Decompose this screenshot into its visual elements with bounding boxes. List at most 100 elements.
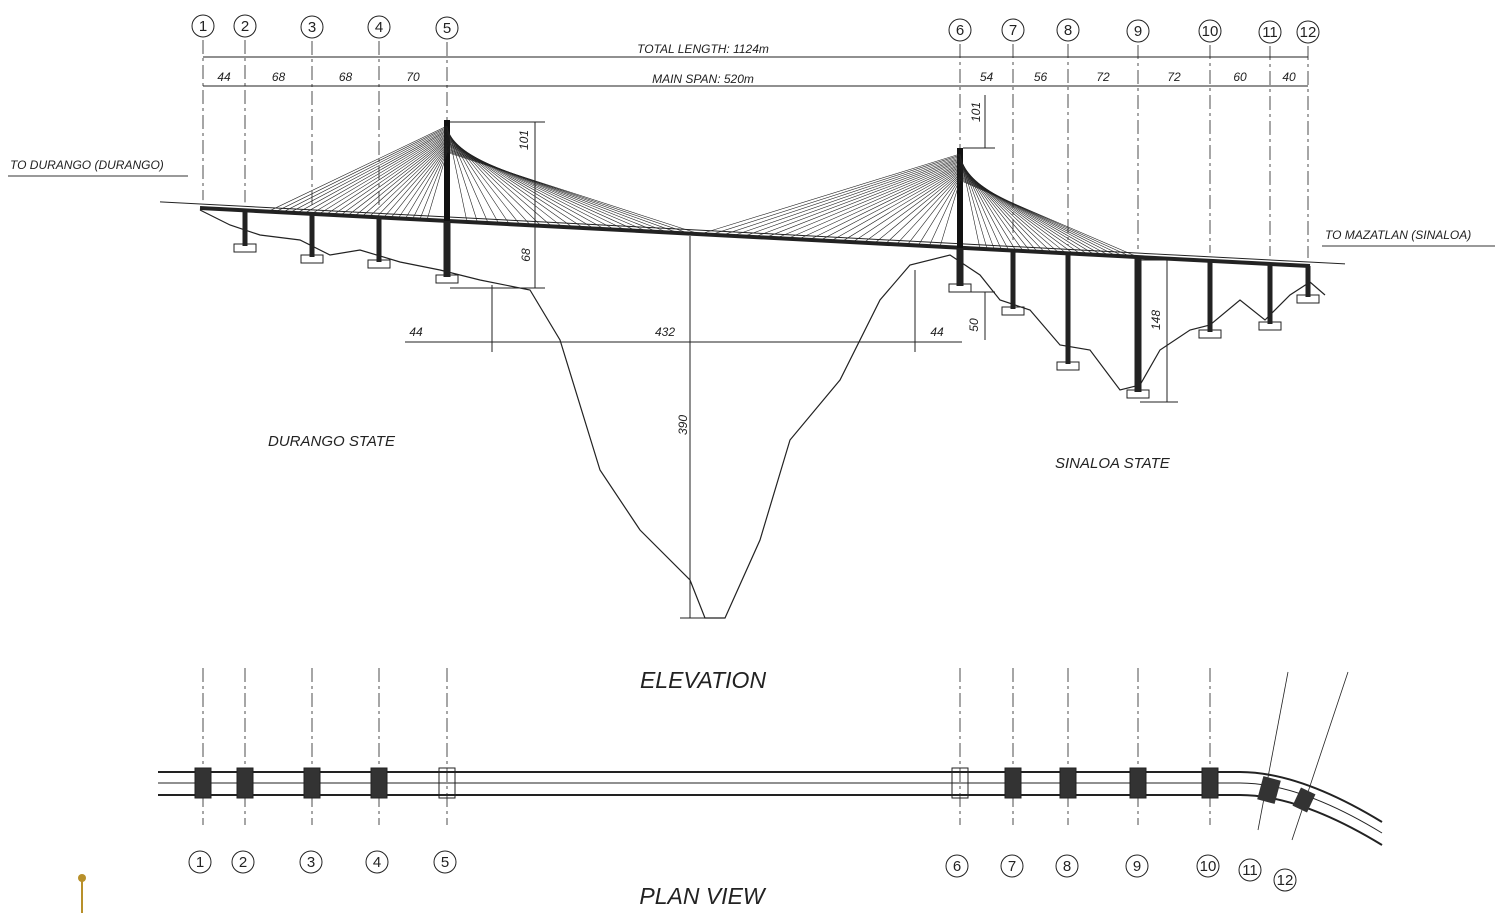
pier-number: 4 xyxy=(373,854,381,871)
pier-circle xyxy=(948,18,972,42)
footing xyxy=(1056,361,1080,371)
pier xyxy=(1134,257,1142,392)
pier xyxy=(1267,263,1273,324)
pier-number: 1 xyxy=(196,854,204,871)
pier-circle xyxy=(188,850,212,874)
span-length: 40 xyxy=(1282,70,1296,84)
cable xyxy=(776,162,961,239)
cable xyxy=(446,144,637,232)
terrain xyxy=(199,209,1326,619)
plan-edge xyxy=(158,794,1383,846)
plan-pier xyxy=(1129,767,1147,799)
pier-circle xyxy=(1273,868,1297,892)
pier-circle xyxy=(1196,854,1220,878)
pier-number: 8 xyxy=(1063,858,1071,875)
plan-pier xyxy=(1004,767,1022,799)
span-length: 44 xyxy=(217,70,231,84)
footing xyxy=(1258,321,1282,331)
span-length: 72 xyxy=(1096,70,1110,84)
pier-circle xyxy=(231,850,255,874)
pier-number: 12 xyxy=(1300,24,1317,41)
cable xyxy=(383,145,448,218)
pier xyxy=(309,213,315,257)
span-length: 56 xyxy=(1034,70,1048,84)
plan-pier xyxy=(951,767,969,799)
to-mazatlan: TO MAZATLAN (SINALOA) xyxy=(1325,228,1471,242)
pier-number: 4 xyxy=(375,19,383,36)
pier-circle xyxy=(299,850,323,874)
cable xyxy=(311,132,448,215)
dim-text: 44 xyxy=(930,325,944,339)
pier-circle xyxy=(1000,854,1024,878)
span-length: 68 xyxy=(272,70,286,84)
cable xyxy=(754,159,961,238)
dim-text: 148 xyxy=(1149,310,1163,330)
cable xyxy=(446,150,690,234)
pier-circle xyxy=(1125,854,1149,878)
plan-pier xyxy=(1201,767,1219,799)
cable xyxy=(885,174,961,245)
cable xyxy=(819,166,961,241)
span-length: 60 xyxy=(1233,70,1247,84)
pier xyxy=(443,220,451,277)
cable xyxy=(874,172,961,244)
plan-pier xyxy=(1059,767,1077,799)
pier-circle xyxy=(1258,20,1282,44)
pier-number: 3 xyxy=(308,19,316,36)
cable xyxy=(446,149,679,234)
footing xyxy=(1296,294,1320,304)
plan-title: PLAN VIEW xyxy=(639,883,767,909)
plan-pier xyxy=(1292,787,1316,813)
cable xyxy=(959,170,1081,255)
plan-pier-axis xyxy=(1257,671,1289,831)
pier-number: 12 xyxy=(1277,872,1294,889)
plan-pier-axis xyxy=(1291,671,1349,841)
plan-pier xyxy=(303,767,321,799)
cable xyxy=(959,171,1088,255)
pier-number: 7 xyxy=(1008,858,1016,875)
cable xyxy=(340,137,448,216)
dim-text: 390 xyxy=(676,415,690,435)
cable xyxy=(852,170,961,243)
pier-number: 2 xyxy=(239,854,247,871)
main-span: MAIN SPAN: 520m xyxy=(652,72,754,86)
cable xyxy=(275,126,448,213)
plan-pier xyxy=(236,767,254,799)
plan-pier xyxy=(370,767,388,799)
pier-circle xyxy=(300,15,324,39)
pier-circle xyxy=(1056,18,1080,42)
plan-edge xyxy=(158,771,1383,823)
pier-circle xyxy=(945,854,969,878)
pier-circle xyxy=(435,16,459,40)
pylon xyxy=(957,148,963,248)
dim-text: 44 xyxy=(409,325,423,339)
to-durango: TO DURANGO (DURANGO) xyxy=(10,158,164,172)
cable xyxy=(917,177,961,246)
cable xyxy=(732,157,961,237)
total-length: TOTAL LENGTH: 1124m xyxy=(637,42,769,56)
cable xyxy=(699,153,961,235)
cable xyxy=(347,138,448,216)
pier-number: 1 xyxy=(199,18,207,35)
cable xyxy=(446,148,669,233)
cable xyxy=(419,151,448,220)
cable xyxy=(841,169,961,242)
footing xyxy=(1001,306,1025,316)
pier xyxy=(1065,253,1071,364)
pylon xyxy=(444,120,450,221)
pier-number: 11 xyxy=(1242,862,1258,879)
cable xyxy=(426,152,448,220)
pier xyxy=(956,247,964,286)
pier-number: 5 xyxy=(441,854,449,871)
pier-number: 9 xyxy=(1133,858,1141,875)
cable xyxy=(743,158,961,237)
cable xyxy=(959,172,1096,256)
plan-edge xyxy=(158,782,1383,834)
pier-number: 7 xyxy=(1009,22,1017,39)
cable xyxy=(710,154,961,236)
pier-circle xyxy=(1198,19,1222,43)
dim-text: 432 xyxy=(655,325,675,339)
cable xyxy=(289,129,448,213)
pier-number: 5 xyxy=(443,20,451,37)
cable xyxy=(332,136,448,216)
